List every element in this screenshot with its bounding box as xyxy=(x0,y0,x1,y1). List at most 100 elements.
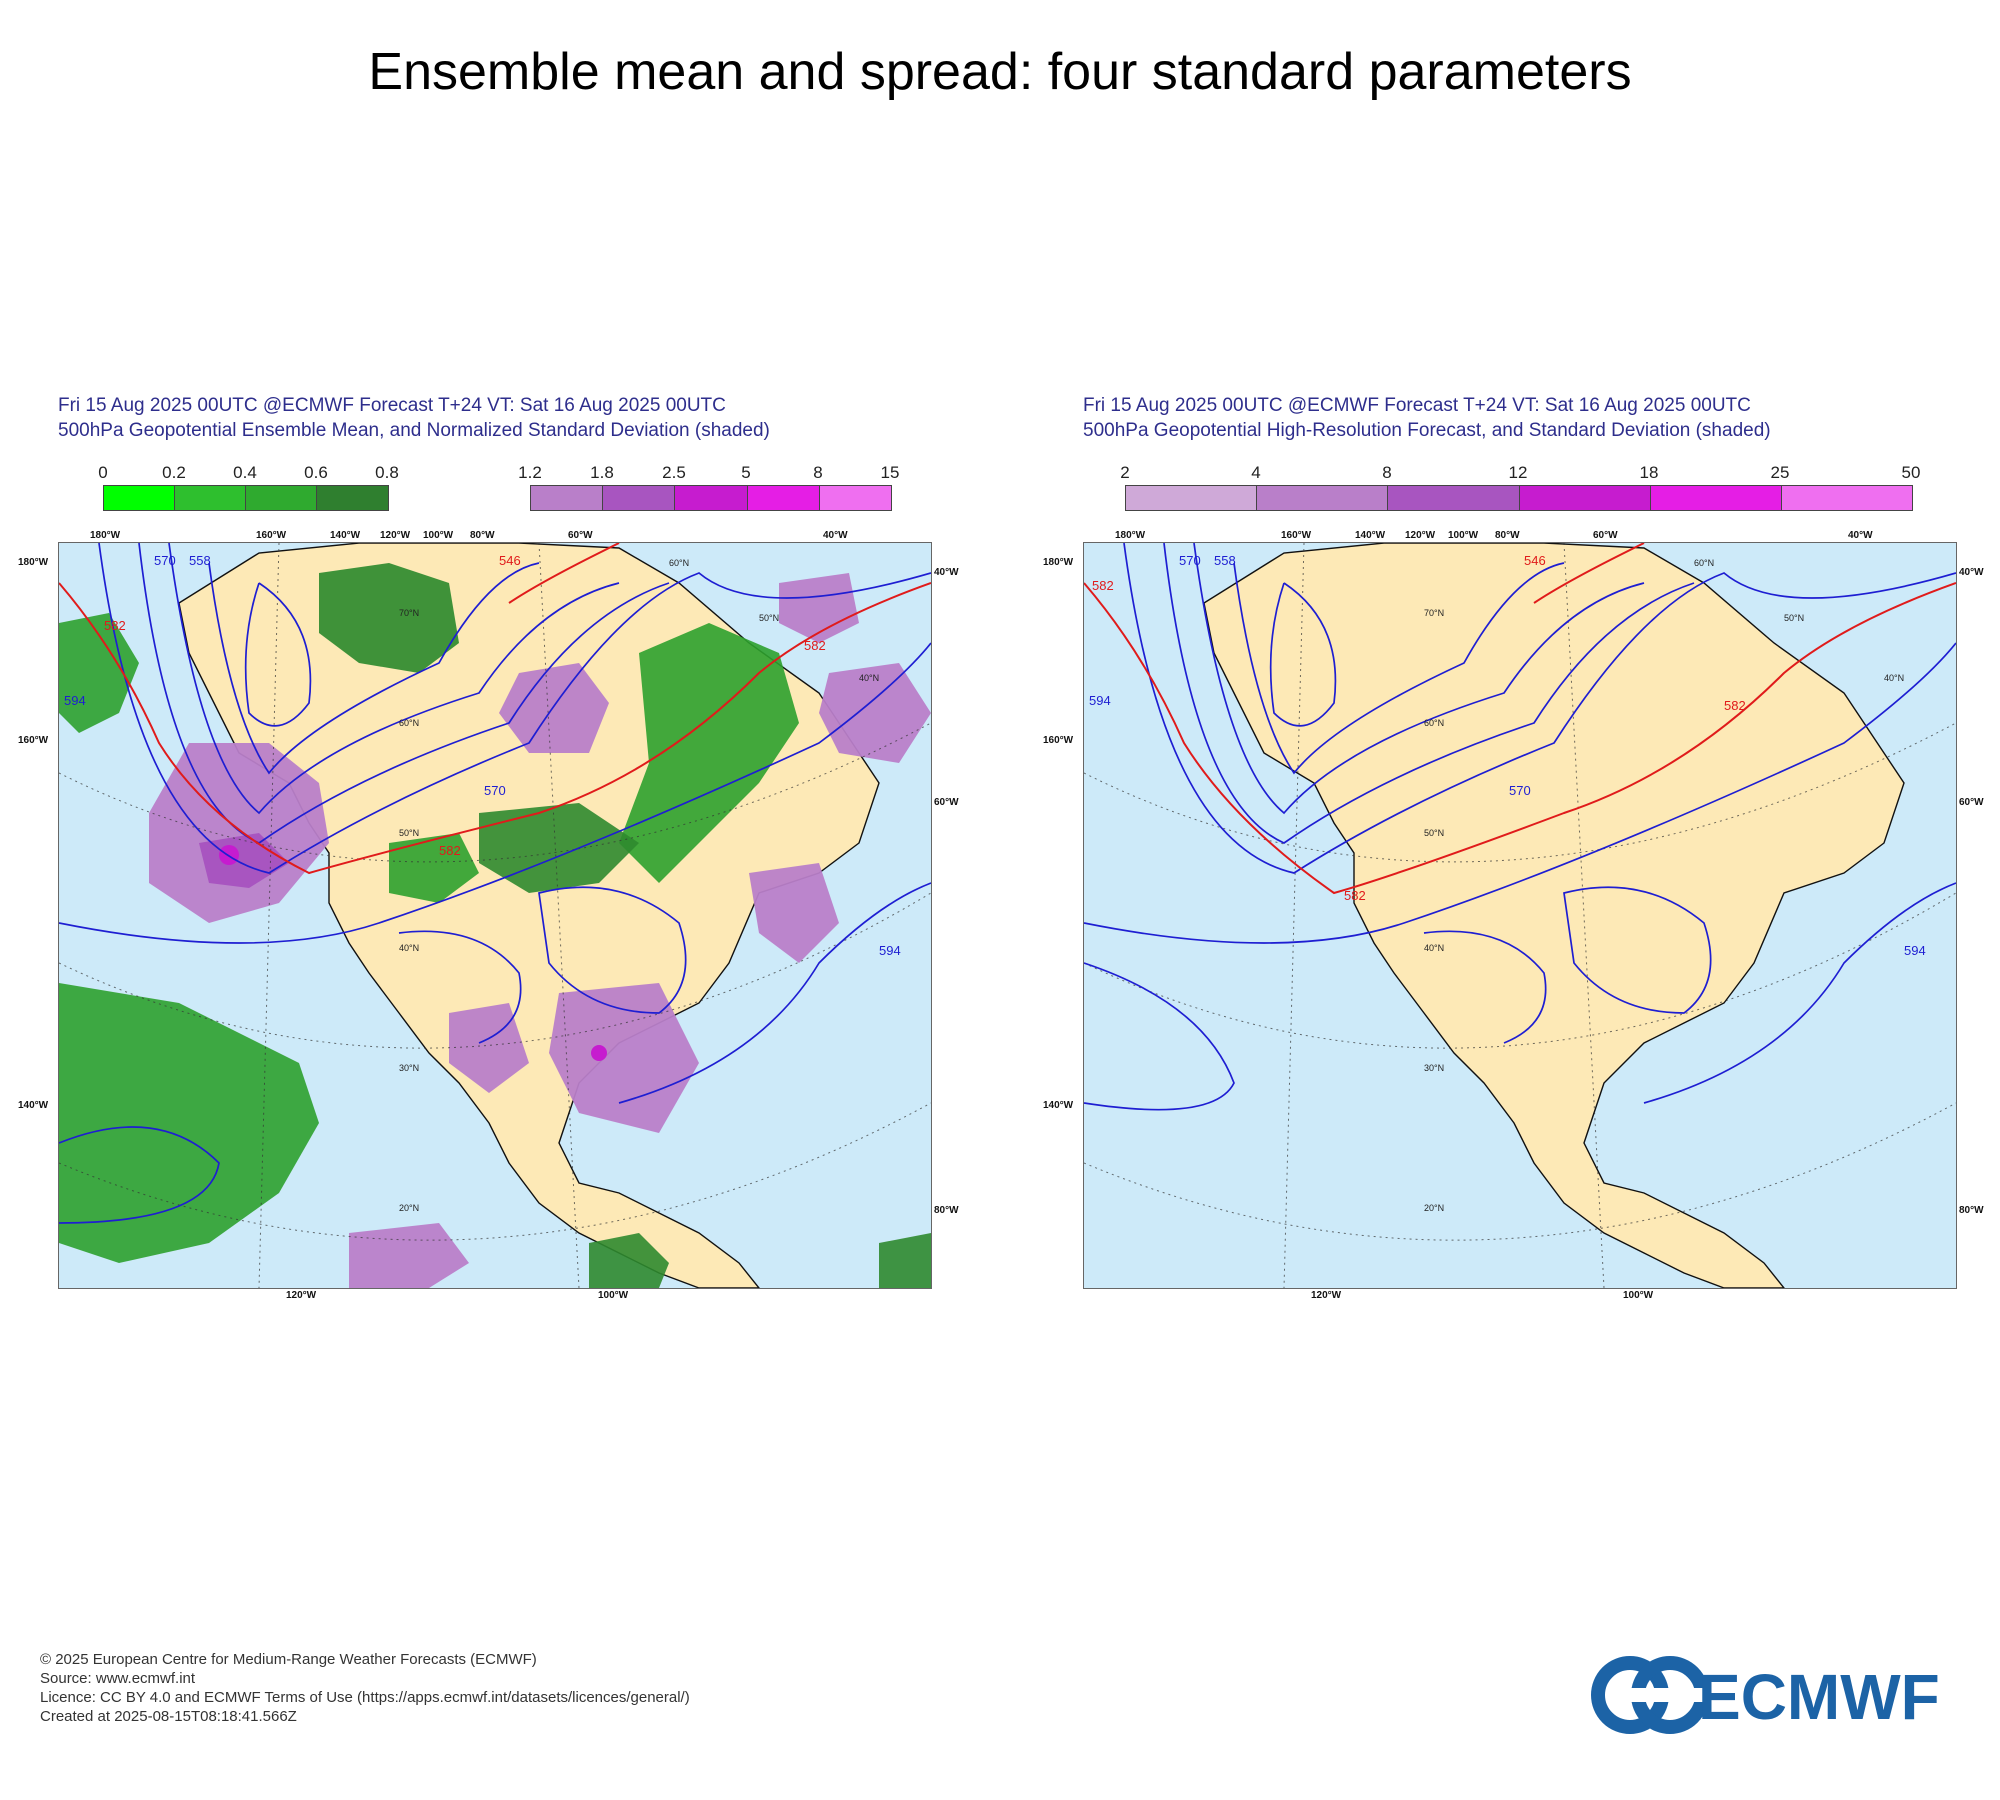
lat-label: 40°N xyxy=(1424,943,1445,953)
contour-label: 582 xyxy=(1092,578,1114,593)
top-lon-label: 60°W xyxy=(568,530,593,541)
legend-swatch xyxy=(1781,486,1913,510)
left-lon-label: 160°W xyxy=(1043,735,1074,746)
legend-tick: 5 xyxy=(741,463,751,482)
legend-tick: 4 xyxy=(1251,463,1261,482)
right-lon-label: 80°W xyxy=(934,1205,959,1216)
top-lon-label: 180°W xyxy=(1115,530,1146,541)
hres-panel: Fri 15 Aug 2025 00UTC @ECMWF Forecast T+… xyxy=(1043,395,1984,1301)
legend-tick: 50 xyxy=(1901,463,1921,482)
footer-licence: Licence: CC BY 4.0 and ECMWF Terms of Us… xyxy=(40,1689,690,1706)
spread-area-purple xyxy=(819,663,931,763)
lat-label: 40°N xyxy=(1884,673,1905,683)
footer-copyright: © 2025 European Centre for Medium-Range … xyxy=(40,1651,537,1668)
legend-tick: 0 xyxy=(98,463,108,482)
legend-tick: 2.5 xyxy=(662,463,686,482)
contour-label: 594 xyxy=(879,943,901,958)
lat-label: 40°N xyxy=(859,673,880,683)
left-lon-label: 140°W xyxy=(1043,1100,1074,1111)
legend-swatch xyxy=(1650,486,1782,510)
main-title: Ensemble mean and spread: four standard … xyxy=(368,43,1632,101)
logo-text: ECMWF xyxy=(1698,1661,1940,1733)
spread-area-green xyxy=(59,983,319,1263)
legend-swatch xyxy=(531,486,604,510)
footer-source: Source: www.ecmwf.int xyxy=(40,1670,196,1687)
contour-582 xyxy=(59,582,931,875)
top-lon-label: 60°W xyxy=(1593,530,1618,541)
spread-area-green xyxy=(389,833,479,903)
contour-label: 582 xyxy=(804,638,826,653)
lat-label: 50°N xyxy=(1424,828,1445,838)
geopotential-contours xyxy=(59,543,931,1224)
contour-label: 570 xyxy=(154,553,176,568)
panel-title-line2: 500hPa Geopotential High-Resolution Fore… xyxy=(1083,420,1771,441)
legend-tick: 0.8 xyxy=(375,463,399,482)
lat-label: 30°N xyxy=(1424,1063,1445,1073)
contour-label: 594 xyxy=(1904,943,1926,958)
contour-label: 570 xyxy=(1509,783,1531,798)
graticule xyxy=(1084,543,1956,1288)
spread-area-purple xyxy=(749,863,839,963)
legend-swatch xyxy=(317,486,388,510)
legend-swatch xyxy=(1519,486,1651,510)
panel-title-line1: Fri 15 Aug 2025 00UTC @ECMWF Forecast T+… xyxy=(58,395,726,416)
right-lon-label: 60°W xyxy=(934,797,959,808)
right-lon-label: 40°W xyxy=(934,567,959,578)
lat-label: 50°N xyxy=(1784,613,1805,623)
legend-swatch xyxy=(174,486,246,510)
right-lon-label: 40°W xyxy=(1959,567,1984,578)
contour-label: 582 xyxy=(104,618,126,633)
spread-area-green xyxy=(319,563,459,673)
lat-label: 60°N xyxy=(669,558,690,568)
legend-tick: 25 xyxy=(1770,463,1790,482)
top-lon-label: 80°W xyxy=(1495,530,1520,541)
right-lon-label: 60°W xyxy=(1959,797,1984,808)
contour-label: 546 xyxy=(499,553,521,568)
legend-swatch xyxy=(603,486,676,510)
contour-label: 582 xyxy=(1724,698,1746,713)
spread-area-green xyxy=(59,613,139,733)
top-lon-label: 100°W xyxy=(1448,530,1479,541)
legend-std-dev: 2 4 8 12 18 25 50 xyxy=(1120,463,1925,511)
panel-title-line1: Fri 15 Aug 2025 00UTC @ECMWF Forecast T+… xyxy=(1083,395,1751,416)
spread-area-purple xyxy=(199,833,289,888)
spread-area-purple xyxy=(499,663,609,753)
contour-label: 594 xyxy=(1089,693,1111,708)
ensemble-mean-panel: Fri 15 Aug 2025 00UTC @ECMWF Forecast T+… xyxy=(18,395,959,1301)
top-lon-label: 160°W xyxy=(1281,530,1312,541)
lat-label: 50°N xyxy=(399,828,420,838)
legend-tick: 15 xyxy=(880,463,900,482)
legend-tick: 2 xyxy=(1120,463,1130,482)
legend-tick: 0.2 xyxy=(162,463,186,482)
contour-label: 546 xyxy=(1524,553,1546,568)
lat-label: 30°N xyxy=(399,1063,420,1073)
legend-tick: 0.6 xyxy=(304,463,328,482)
lat-label: 60°N xyxy=(1694,558,1715,568)
contour-label: 570 xyxy=(1179,553,1201,568)
legend-normalized-high: 1.2 1.8 2.5 5 8 15 xyxy=(518,463,900,511)
left-lon-label: 140°W xyxy=(18,1100,49,1111)
top-lon-label: 80°W xyxy=(470,530,495,541)
contour-label: 570 xyxy=(484,783,506,798)
top-lon-label: 120°W xyxy=(1405,530,1436,541)
footer-created: Created at 2025-08-15T08:18:41.566Z xyxy=(40,1708,297,1725)
ecmwf-logo: ECMWF xyxy=(1591,1656,1940,1734)
lat-label: 20°N xyxy=(1424,1203,1445,1213)
legend-swatch xyxy=(1257,486,1389,510)
top-lon-label: 120°W xyxy=(380,530,411,541)
left-lon-label: 180°W xyxy=(1043,557,1074,568)
spread-area-green xyxy=(589,1233,669,1288)
bottom-lon-label: 120°W xyxy=(286,1290,317,1301)
legend-normalized-low: 0 0.2 0.4 0.6 0.8 xyxy=(98,463,399,511)
legend-swatch xyxy=(1388,486,1520,510)
legend-swatch xyxy=(819,486,892,510)
legend-swatch xyxy=(104,486,175,510)
top-lon-label: 140°W xyxy=(1355,530,1386,541)
left-lon-label: 180°W xyxy=(18,557,49,568)
lat-label: 50°N xyxy=(759,613,780,623)
legend-tick: 18 xyxy=(1639,463,1659,482)
spread-area-purple xyxy=(349,1223,469,1288)
spread-area-purple xyxy=(549,983,699,1133)
lat-label: 60°N xyxy=(1424,718,1445,728)
lat-label: 20°N xyxy=(399,1203,420,1213)
